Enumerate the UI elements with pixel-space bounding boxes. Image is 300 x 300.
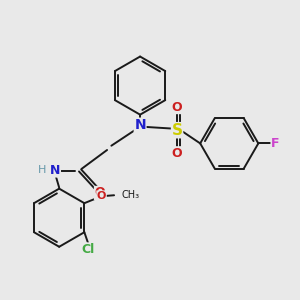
Text: O: O bbox=[94, 186, 105, 200]
Text: O: O bbox=[97, 191, 106, 201]
Text: Cl: Cl bbox=[82, 243, 95, 256]
Text: S: S bbox=[172, 123, 183, 138]
Text: N: N bbox=[50, 164, 60, 177]
Text: O: O bbox=[172, 100, 182, 114]
Text: CH₃: CH₃ bbox=[122, 190, 140, 200]
Text: H: H bbox=[38, 166, 46, 176]
Text: N: N bbox=[134, 118, 146, 132]
Text: O: O bbox=[172, 147, 182, 160]
Text: F: F bbox=[271, 137, 280, 150]
